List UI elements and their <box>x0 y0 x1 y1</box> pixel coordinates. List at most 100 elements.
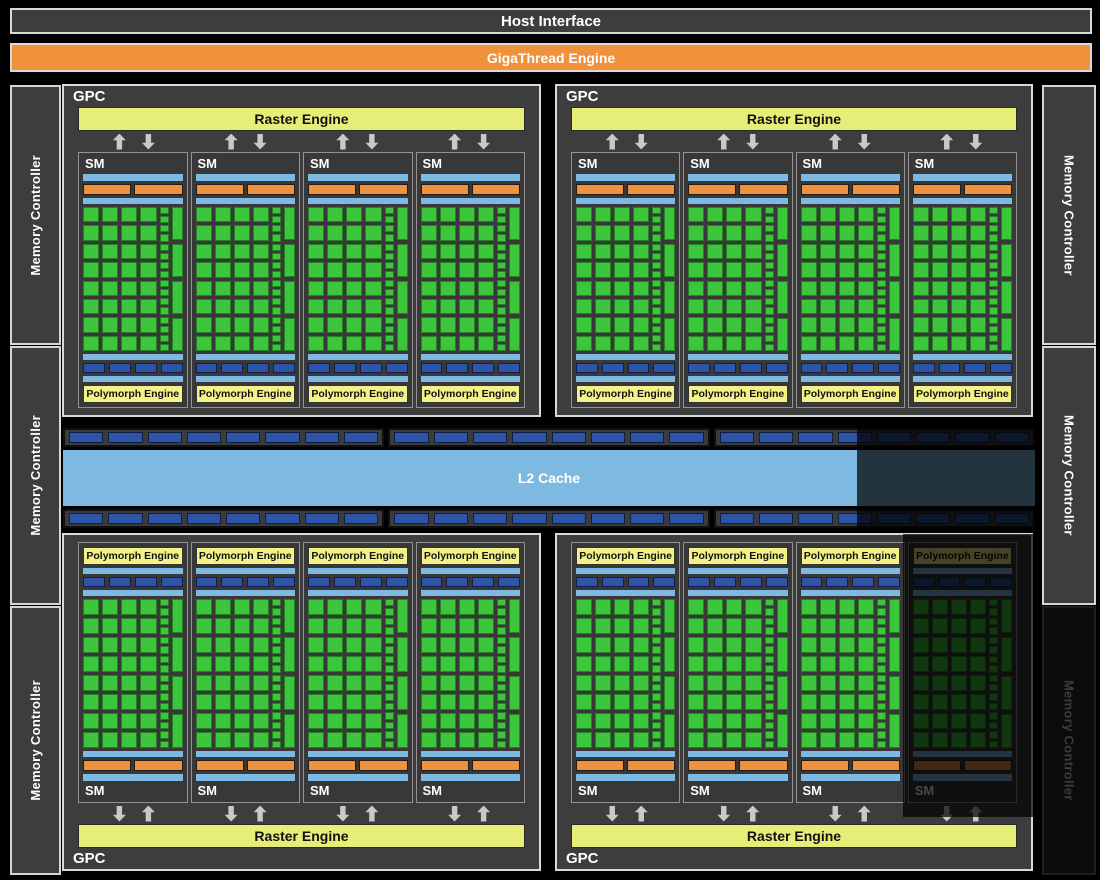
register-file-bar <box>420 198 520 204</box>
cuda-core-cell <box>102 637 119 653</box>
ldst-unit-cell <box>497 316 506 324</box>
texture-unit-row <box>308 363 408 373</box>
cuda-core-cell <box>614 599 631 615</box>
cuda-core-cell <box>83 225 100 241</box>
ldst-unit-cell <box>876 665 886 673</box>
cuda-core-cell <box>969 262 986 278</box>
sfu-column <box>171 207 183 351</box>
l2-slot <box>69 432 104 443</box>
cuda-core-cell <box>707 618 724 634</box>
ldst-unit-cell <box>159 740 169 748</box>
uniform-cache-bar <box>800 568 900 574</box>
polymorph-engine-bar: Polymorph Engine <box>195 547 295 565</box>
warp-scheduler-block <box>471 760 520 771</box>
sfu-unit-cell <box>396 675 408 710</box>
sfu-unit-cell <box>509 599 520 634</box>
ldst-unit-cell <box>876 693 886 701</box>
texture-unit-block <box>912 363 935 373</box>
cuda-core-cell <box>195 335 212 351</box>
cuda-core-cell <box>214 656 231 672</box>
ldst-unit-cell <box>497 234 506 242</box>
cuda-core-cell <box>857 675 874 691</box>
sfu-unit-cell <box>776 713 788 748</box>
ldst-unit-cell <box>159 636 169 645</box>
texture-unit-block <box>195 577 218 587</box>
instruction-cache-bar <box>420 174 520 181</box>
cuda-core-cell <box>102 207 119 223</box>
warp-scheduler-row <box>420 184 520 195</box>
ldst-unit-cell <box>272 721 281 730</box>
cuda-core-cell <box>439 637 456 653</box>
core-array <box>308 599 408 748</box>
cuda-core-cell <box>252 243 269 260</box>
warp-scheduler-block <box>688 184 737 195</box>
ldst-unit-cell <box>764 646 774 654</box>
ldst-unit-cell <box>652 334 662 342</box>
cuda-core-cell <box>102 675 119 691</box>
cuda-core-cell <box>633 618 650 634</box>
cuda-core-cell <box>252 637 269 653</box>
l2-slot <box>551 513 586 524</box>
raster-sm-arrows <box>571 131 1017 152</box>
warp-scheduler-block <box>83 184 132 195</box>
texture-unit-block <box>601 363 624 373</box>
core-array <box>576 599 676 748</box>
cuda-core-cell <box>308 280 325 296</box>
cuda-core-cell <box>439 298 456 315</box>
texture-unit-block <box>877 363 900 373</box>
cuda-core-cell <box>121 243 138 260</box>
sm-label: SM <box>422 156 443 171</box>
cuda-core-cell <box>346 675 363 691</box>
cuda-core-cell <box>233 280 250 296</box>
cuda-core-cell <box>308 317 325 333</box>
cuda-core-cell <box>819 637 836 653</box>
texture-unit-block <box>446 363 469 373</box>
cuda-core-cell <box>595 280 612 296</box>
cuda-core-cell <box>121 335 138 351</box>
instruction-cache-bar <box>420 774 520 781</box>
ldst-unit-cell <box>272 307 281 315</box>
cuda-core-cell <box>576 618 593 634</box>
ldst-unit-cell <box>272 636 281 645</box>
ldst-unit-cell <box>876 207 886 215</box>
cuda-core-cell <box>931 243 948 260</box>
cuda-core-cell <box>365 618 382 634</box>
ldst-unit-cell <box>384 693 394 701</box>
sfu-unit-cell <box>171 318 183 351</box>
sfu-unit-cell <box>664 637 676 672</box>
ldst-unit-cell <box>652 702 662 711</box>
ldst-unit-cell <box>384 702 394 711</box>
cuda-core-cell <box>819 243 836 260</box>
l2-slot <box>719 513 754 524</box>
cuda-core-cell <box>420 207 437 223</box>
cuda-core-cell <box>420 262 437 278</box>
cuda-core-cell <box>83 637 100 653</box>
cuda-core-cell <box>745 713 762 729</box>
cuda-core-grid <box>576 207 650 351</box>
cuda-core-cell <box>950 225 967 241</box>
ldst-unit-cell <box>497 608 506 616</box>
cuda-core-cell <box>420 656 437 672</box>
cuda-core-cell <box>327 618 344 634</box>
sfu-unit-cell <box>888 637 900 672</box>
register-file-bar <box>195 198 295 204</box>
cuda-core-cell <box>477 637 494 653</box>
ldst-unit-cell <box>764 683 774 692</box>
ldst-unit-cell <box>159 316 169 324</box>
arrow-pair <box>302 131 414 152</box>
ldst-unit-cell <box>272 343 281 351</box>
cuda-core-cell <box>420 637 437 653</box>
ldst-unit-cell <box>159 234 169 242</box>
ldst-unit-cell <box>764 740 774 748</box>
sm-row: SM Polymorph Engine SM Polymorph Engine SM Po… <box>78 152 525 408</box>
texture-unit-block <box>247 577 270 587</box>
polymorph-engine-bar: Polymorph Engine <box>688 385 788 403</box>
sm-label: SM <box>914 156 935 171</box>
cuda-core-cell <box>726 618 743 634</box>
down-arrow-icon <box>477 133 491 150</box>
register-file-bar <box>308 751 408 757</box>
sfu-column <box>888 599 900 748</box>
gpc-bottom-left: Polymorph Engine SM Polymorph Engine SM Poly… <box>62 533 541 871</box>
ldst-unit-cell <box>764 252 774 260</box>
cuda-core-cell <box>102 335 119 351</box>
